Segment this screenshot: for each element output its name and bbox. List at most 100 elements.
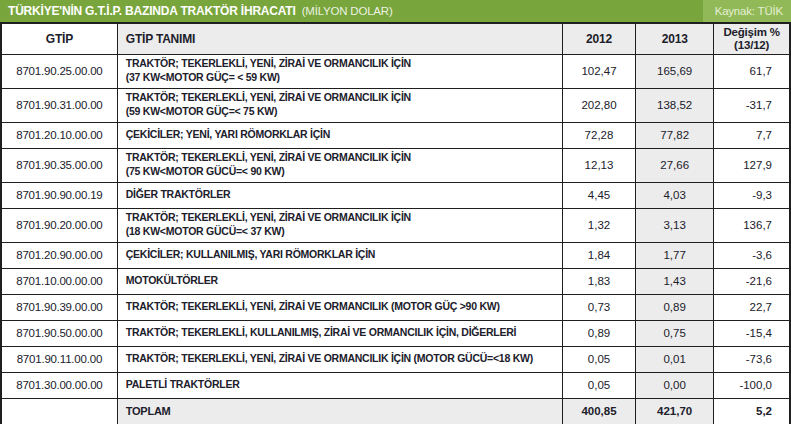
gtip-description-line: DİĞER TRAKTÖRLER <box>126 188 556 202</box>
gtip-description: TRAKTÖR; TEKERLEKLİ, YENİ, ZİRAİ VE ORMA… <box>117 294 562 320</box>
gtip-description-line: TRAKTÖR; TEKERLEKLİ, YENİ, ZİRAİ VE ORMA… <box>126 57 556 71</box>
gtip-export-table: GTİP GTİP TANIMI 2012 2013 Değişim % (13… <box>0 22 791 424</box>
value-2013: 165,69 <box>636 54 714 88</box>
gtip-description: ÇEKİCİLER; KULLANILMIŞ, YARI RÖMORKLAR İ… <box>117 242 562 268</box>
gtip-description: TRAKTÖR; TEKERLEKLİ, YENİ, ZİRAİ VE ORMA… <box>117 88 562 122</box>
gtip-description: TRAKTÖR; TEKERLEKLİ, YENİ, ZİRAİ VE ORMA… <box>117 346 562 372</box>
value-2012: 0,05 <box>562 372 635 398</box>
table-title: TÜRKİYE'NİN G.T.İ.P. BAZINDA TRAKTÖR İHR… <box>0 0 393 22</box>
value-2012: 1,83 <box>562 268 635 294</box>
gtip-description: PALETLİ TRAKTÖRLER <box>117 372 562 398</box>
change-percent: -31,7 <box>714 88 790 122</box>
value-2013: 77,82 <box>636 122 714 148</box>
total-empty-cell <box>1 398 117 424</box>
value-2013: 3,13 <box>636 208 714 242</box>
value-2012: 0,73 <box>562 294 635 320</box>
gtip-description-line: (59 KW<MOTOR GÜÇ=< 75 KW) <box>126 105 556 119</box>
value-2013: 0,89 <box>636 294 714 320</box>
gtip-code: 8701.10.00.00.00 <box>1 268 117 294</box>
table-row: 8701.90.50.00.00 TRAKTÖR; TEKERLEKLİ, KUL… <box>1 320 790 346</box>
gtip-description-line: TRAKTÖR; TEKERLEKLİ, KULLANILMIŞ, ZİRAİ … <box>126 326 556 340</box>
value-2013: 1,77 <box>636 242 714 268</box>
gtip-description-line: (75 KW<MOTOR GÜCÜ=< 90 KW) <box>126 165 556 179</box>
gtip-description-line: MOTOKÜLTÖRLER <box>126 274 556 288</box>
column-header-2013: 2013 <box>636 23 714 54</box>
table-row: 8701.90.25.00.00 TRAKTÖR; TEKERLEKLİ, YEN… <box>1 54 790 88</box>
value-2013: 0,75 <box>636 320 714 346</box>
gtip-code: 8701.90.35.00.00 <box>1 148 117 182</box>
value-2012: 0,89 <box>562 320 635 346</box>
column-header-change: Değişim % (13/12) <box>714 23 790 54</box>
gtip-description-line: (37 KW<MOTOR GÜÇ= < 59 KW) <box>126 71 556 85</box>
value-2012: 1,32 <box>562 208 635 242</box>
change-percent: 61,7 <box>714 54 790 88</box>
value-2012: 102,47 <box>562 54 635 88</box>
gtip-description: MOTOKÜLTÖRLER <box>117 268 562 294</box>
gtip-code: 8701.20.10.00.00 <box>1 122 117 148</box>
gtip-description-line: TRAKTÖR; TEKERLEKLİ, YENİ, ZİRAİ VE ORMA… <box>126 211 556 225</box>
gtip-code: 8701.90.39.00.00 <box>1 294 117 320</box>
gtip-code: 8701.90.31.00.00 <box>1 88 117 122</box>
table-row: 8701.90.35.00.00 TRAKTÖR; TEKERLEKLİ, YEN… <box>1 148 790 182</box>
title-text: TÜRKİYE'NİN G.T.İ.P. BAZINDA TRAKTÖR İHR… <box>8 4 296 18</box>
value-2012: 1,84 <box>562 242 635 268</box>
value-2013: 1,43 <box>636 268 714 294</box>
gtip-code: 8701.90.50.00.00 <box>1 320 117 346</box>
table-header-row: GTİP GTİP TANIMI 2012 2013 Değişim % (13… <box>1 23 790 54</box>
title-bar: TÜRKİYE'NİN G.T.İ.P. BAZINDA TRAKTÖR İHR… <box>0 0 791 22</box>
value-2013: 27,66 <box>636 148 714 182</box>
value-2013: 138,52 <box>636 88 714 122</box>
gtip-description-line: ÇEKİCİLER; KULLANILMIŞ, YARI RÖMORKLAR İ… <box>126 248 556 262</box>
table-row: 8701.90.39.00.00 TRAKTÖR; TEKERLEKLİ, YEN… <box>1 294 790 320</box>
gtip-code: 8701.90.11.00.00 <box>1 346 117 372</box>
table-body: 8701.90.25.00.00 TRAKTÖR; TEKERLEKLİ, YEN… <box>1 54 790 424</box>
change-percent: -15,4 <box>714 320 790 346</box>
gtip-code: 8701.90.20.00.00 <box>1 208 117 242</box>
gtip-description-line: TRAKTÖR; TEKERLEKLİ, YENİ, ZİRAİ VE ORMA… <box>126 91 556 105</box>
total-2012: 400,85 <box>562 398 635 424</box>
change-percent: 136,7 <box>714 208 790 242</box>
column-header-tanim: GTİP TANIMI <box>117 23 562 54</box>
gtip-code: 8701.20.90.00.00 <box>1 242 117 268</box>
change-percent: -21,6 <box>714 268 790 294</box>
table-row: 8701.20.90.00.00 ÇEKİCİLER; KULLANILMIŞ, … <box>1 242 790 268</box>
gtip-description: TRAKTÖR; TEKERLEKLİ, KULLANILMIŞ, ZİRAİ … <box>117 320 562 346</box>
table-row: 8701.10.00.00.00 MOTOKÜLTÖRLER 1,831,43-21… <box>1 268 790 294</box>
value-2012: 12,13 <box>562 148 635 182</box>
value-2013: 4,03 <box>636 182 714 208</box>
column-header-gtip: GTİP <box>1 23 117 54</box>
gtip-code: 8701.30.00.00.00 <box>1 372 117 398</box>
gtip-description: DİĞER TRAKTÖRLER <box>117 182 562 208</box>
table-row: 8701.90.90.00.19 DİĞER TRAKTÖRLER 4,454,03… <box>1 182 790 208</box>
total-2013: 421,70 <box>636 398 714 424</box>
gtip-description-line: TRAKTÖR; TEKERLEKLİ, YENİ, ZİRAİ VE ORMA… <box>126 300 556 314</box>
value-2012: 72,28 <box>562 122 635 148</box>
title-unit: (MİLYON DOLAR) <box>302 5 393 17</box>
change-percent: -73,6 <box>714 346 790 372</box>
gtip-description: TRAKTÖR; TEKERLEKLİ, YENİ, ZİRAİ VE ORMA… <box>117 208 562 242</box>
table-total-row: TOPLAM400,85421,705,2 <box>1 398 790 424</box>
gtip-description-line: ÇEKİCİLER; YENİ, YARI RÖMORKLAR İÇİN <box>126 128 556 142</box>
total-label: TOPLAM <box>117 398 562 424</box>
value-2012: 4,45 <box>562 182 635 208</box>
column-header-2012: 2012 <box>562 23 635 54</box>
change-percent: -9,3 <box>714 182 790 208</box>
gtip-description: TRAKTÖR; TEKERLEKLİ, YENİ, ZİRAİ VE ORMA… <box>117 54 562 88</box>
gtip-code: 8701.90.90.00.19 <box>1 182 117 208</box>
value-2013: 0,00 <box>636 372 714 398</box>
gtip-description-line: PALETLİ TRAKTÖRLER <box>126 378 556 392</box>
source-label: Kaynak: TÜİK <box>703 0 791 22</box>
change-percent: -100,0 <box>714 372 790 398</box>
gtip-description-line: TRAKTÖR; TEKERLEKLİ, YENİ, ZİRAİ VE ORMA… <box>126 151 556 165</box>
gtip-code: 8701.90.25.00.00 <box>1 54 117 88</box>
value-2012: 0,05 <box>562 346 635 372</box>
column-header-change-line1: Değişim % <box>714 26 789 39</box>
table-row: 8701.20.10.00.00 ÇEKİCİLER; YENİ, YARI RÖ… <box>1 122 790 148</box>
page: TÜRKİYE'NİN G.T.İ.P. BAZINDA TRAKTÖR İHR… <box>0 0 791 424</box>
change-percent: -3,6 <box>714 242 790 268</box>
value-2012: 202,80 <box>562 88 635 122</box>
change-percent: 127,9 <box>714 148 790 182</box>
gtip-description-line: (18 KW<MOTOR GÜCÜ=< 37 KW) <box>126 225 556 239</box>
gtip-description: TRAKTÖR; TEKERLEKLİ, YENİ, ZİRAİ VE ORMA… <box>117 148 562 182</box>
table-row: 8701.30.00.00.00 PALETLİ TRAKTÖRLER 0,050,… <box>1 372 790 398</box>
